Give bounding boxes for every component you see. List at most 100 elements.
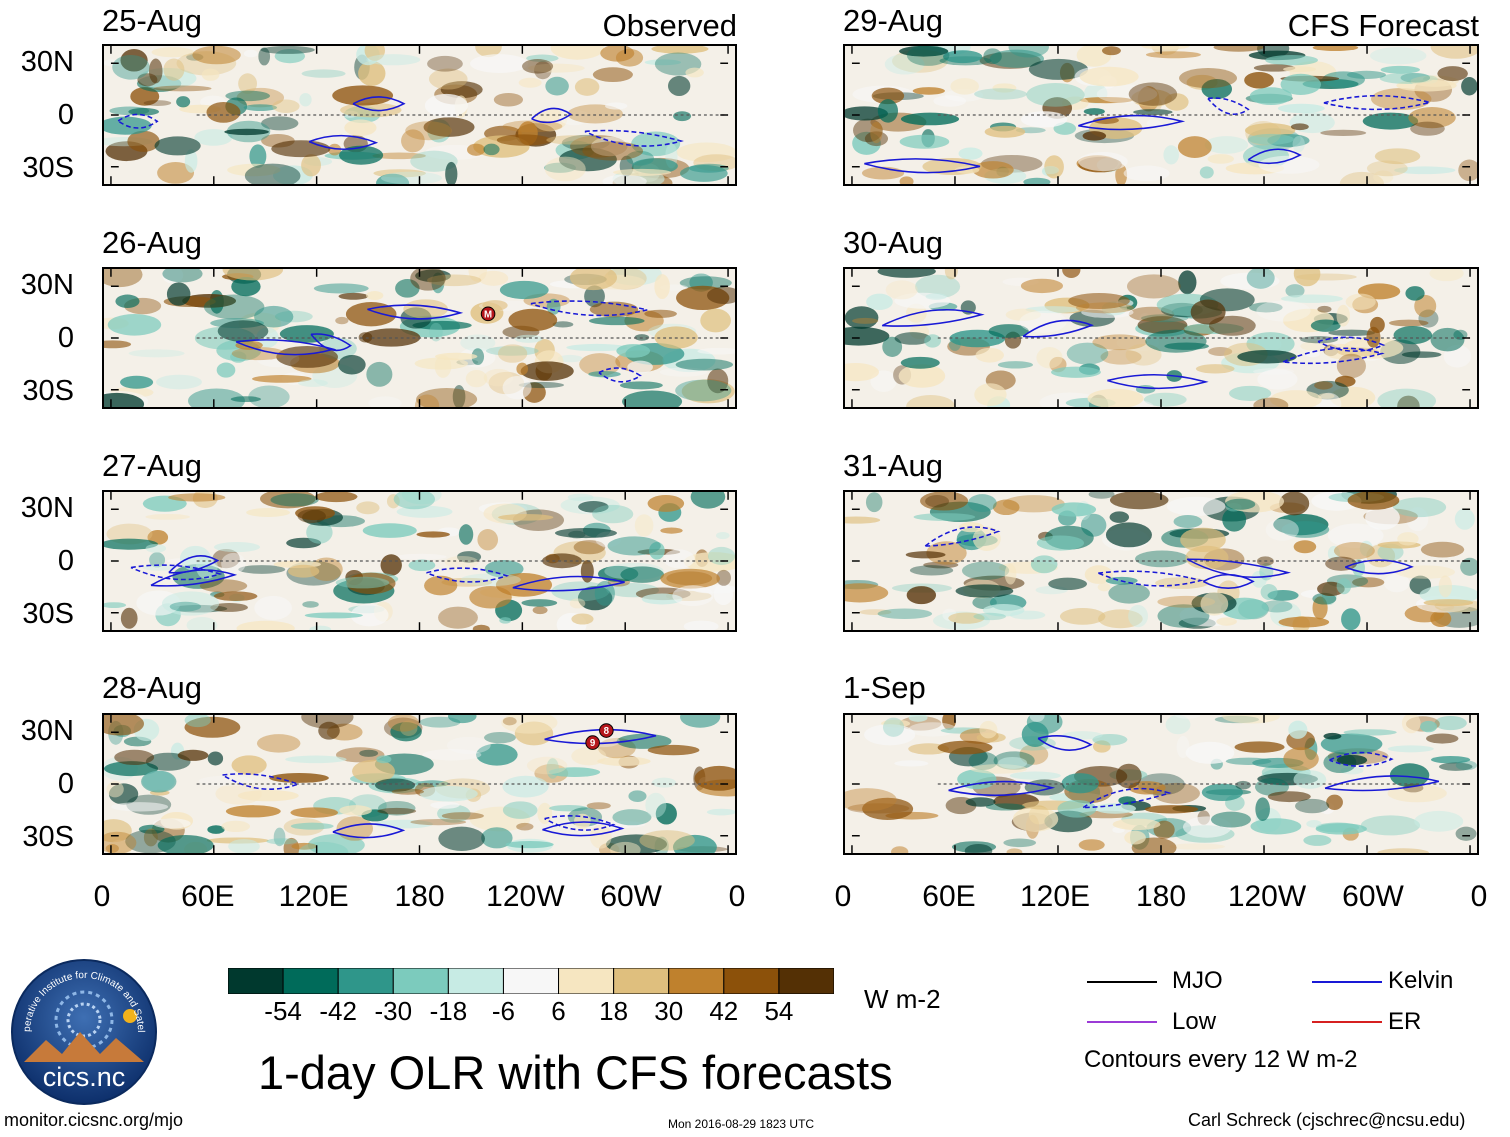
figure-title: 1-day OLR with CFS forecasts [258,1046,893,1099]
kelvin-contour [222,773,301,790]
map-panel [843,267,1479,409]
lon-tick-label: 60E [922,880,976,913]
kelvin-contour [308,134,379,150]
kelvin-contour [1082,787,1172,809]
colorbar [228,968,834,994]
legend-swatch-kelvin [1312,981,1382,983]
kelvin-contour [1186,558,1292,578]
kelvin-contour [1207,97,1250,115]
colorbar-tick-label: -18 [429,996,468,1026]
kelvin-contour [168,555,220,574]
kelvin-contour [1344,559,1414,575]
panel-date: 28-Aug [102,670,202,705]
colorbar-swatch [502,968,560,994]
colorbar-tick-label: 30 [654,996,684,1026]
lat-tick-label: 30N [20,268,74,301]
kelvin-contour [117,113,159,129]
olr-field [104,269,735,407]
colorbar-tick-label: 54 [764,996,794,1026]
colorbar-swatch [613,968,670,994]
map-panel: 98 [102,713,737,855]
storm-marker-label: 9 [590,738,596,749]
observed-header: Observed [602,8,737,43]
lon-tick-label: 180 [1135,880,1187,913]
storm-marker-label: M [484,309,492,320]
panel-date: 1-Sep [843,670,926,705]
cics-logo: Cooperative Institute for Climate and Sa… [10,958,157,1105]
footer-url[interactable]: monitor.cicsnc.org/mjo [4,1110,184,1130]
colorbar-swatch [337,968,394,994]
legend-swatch-er [1312,1021,1382,1023]
lat-tick-label: 30S [22,821,74,854]
colorbar-tick-label: -6 [491,996,516,1026]
map-panel [102,44,737,186]
olr-field [845,492,1477,630]
footer-timestamp: Mon 2016-08-29 1823 UTC [668,1117,815,1131]
colorbar-swatch [392,968,449,994]
colorbar-tick-label: -42 [319,996,357,1026]
colorbar-swatch [558,968,615,994]
panel-date: 31-Aug [843,448,943,483]
colorbar-tick-label: -30 [374,996,413,1026]
lat-tick-label: 30S [22,375,74,408]
lat-tick-label: 30N [20,491,74,524]
map-panel [102,490,737,632]
kelvin-contour [332,823,406,839]
lon-tick-label: 120W [1227,880,1307,913]
kelvin-contour [150,569,238,587]
colorbar-tick-label: -54 [264,996,302,1026]
lon-tick-label: 120W [486,880,565,913]
legend-label-kelvin: Kelvin [1388,967,1454,994]
map-panel [843,44,1479,186]
panel-date: 26-Aug [102,225,202,260]
olr-field [104,46,735,184]
kelvin-contour [881,308,985,327]
logo-name: cics.nc [43,1062,126,1092]
lon-tick-label: 0 [728,880,746,913]
lon-tick-label: 0 [1470,880,1488,913]
olr-field [845,46,1477,184]
kelvin-contour [426,567,510,583]
lat-tick-label: 30S [22,598,74,631]
kelvin-contour [531,107,573,124]
kelvin-contour [1247,148,1302,165]
lat-tick-label: 30N [20,45,74,78]
kelvin-contour [1282,347,1385,365]
lon-tick-label: 60W [600,880,662,913]
kelvin-contour [924,526,1001,547]
colorbar-swatch [723,968,780,994]
colorbar-swatch [228,968,284,994]
kelvin-contour [367,304,464,320]
lon-tick-label: 120E [278,880,349,913]
legend-label-mjo: MJO [1172,967,1223,994]
lon-tick-label: 0 [834,880,852,913]
storm-marker [585,735,600,750]
colorbar-swatch [778,968,834,994]
colorbar-swatch [447,968,504,994]
kelvin-contour [864,158,981,174]
kelvin-contour [542,821,625,837]
storm-marker-label: 8 [604,726,610,737]
kelvin-contour [1202,573,1255,589]
footer-credit: Carl Schreck (cjschrec@ncsu.edu) [1188,1110,1466,1130]
storm-marker [480,306,496,322]
lat-tick-label: 0 [57,99,74,131]
kelvin-contour [1037,735,1093,751]
kelvin-contour [1022,319,1094,338]
lon-tick-label: 60E [181,880,235,913]
panel-date: 29-Aug [843,3,943,38]
colorbar-tick-label: 42 [709,996,739,1026]
kelvin-contour [530,300,648,317]
panel-date: 30-Aug [843,225,943,260]
olr-field [845,715,1477,853]
kelvin-contour [598,367,642,383]
kelvin-contour [235,339,337,356]
kelvin-contour [544,728,657,745]
panel-date: 25-Aug [102,3,202,38]
kelvin-contour [512,575,625,592]
kelvin-contour [310,333,352,352]
legend-swatch-low [1087,1021,1157,1023]
map-panel: M [102,267,737,409]
kelvin-contour [1097,570,1204,587]
kelvin-contour [1324,775,1440,792]
